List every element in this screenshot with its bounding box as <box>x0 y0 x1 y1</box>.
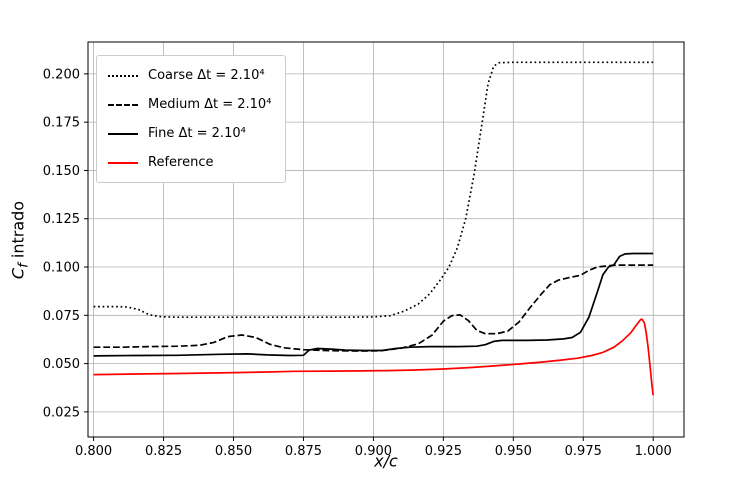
y-tick-label: 0.050 <box>43 357 80 372</box>
x-tick-label: 0.975 <box>565 444 602 459</box>
legend-line-sample-dashed-icon <box>108 103 138 106</box>
y-tick-label: 0.200 <box>43 67 80 82</box>
legend-label-fine: Fine Δt = 2.10⁴ <box>148 126 246 141</box>
legend-line-sample-dotted-icon <box>108 74 138 77</box>
y-axis-label-text: intrado <box>8 200 28 264</box>
y-tick-label: 0.100 <box>43 261 80 276</box>
x-axis-label-text: x/c <box>374 451 398 471</box>
y-axis-label-subscript: f <box>16 263 32 268</box>
x-tick-label: 1.000 <box>635 444 672 459</box>
x-tick-label: 0.800 <box>75 444 112 459</box>
x-tick-label: 0.875 <box>285 444 322 459</box>
y-tick-label: 0.075 <box>43 309 80 324</box>
x-tick-label: 0.900 <box>355 444 392 459</box>
x-tick-label: 0.825 <box>145 444 182 459</box>
legend-label-medium: Medium Δt = 2.10⁴ <box>148 97 272 112</box>
y-axis-label-symbol: C <box>8 267 28 280</box>
x-tick-label: 0.850 <box>215 444 252 459</box>
y-tick-label: 0.175 <box>43 116 80 131</box>
legend-line-sample-solid-icon <box>108 132 138 135</box>
legend-item-fine: Fine Δt = 2.10⁴ <box>108 124 271 143</box>
legend-item-medium: Medium Δt = 2.10⁴ <box>108 95 271 114</box>
y-tick-label: 0.125 <box>43 212 80 227</box>
legend: Coarse Δt = 2.10⁴ Medium Δt = 2.10⁴ Fine… <box>96 55 287 183</box>
x-tick-label: 0.925 <box>425 444 462 459</box>
legend-item-coarse: Coarse Δt = 2.10⁴ <box>108 66 271 85</box>
legend-label-reference: Reference <box>148 155 214 170</box>
y-tick-label: 0.150 <box>43 164 80 179</box>
legend-item-reference: Reference <box>108 153 271 172</box>
series-line-medium <box>93 264 654 352</box>
legend-label-coarse: Coarse Δt = 2.10⁴ <box>148 68 265 83</box>
series-line-reference <box>93 318 655 396</box>
y-tick-label: 0.025 <box>43 405 80 420</box>
series-line-fine <box>93 252 654 357</box>
plot-border <box>87 41 685 438</box>
y-axis-label: Cf intrado <box>8 201 31 279</box>
x-tick-label: 0.950 <box>495 444 532 459</box>
legend-line-sample-red-icon <box>108 161 138 164</box>
x-axis-label: x/c <box>374 452 398 471</box>
